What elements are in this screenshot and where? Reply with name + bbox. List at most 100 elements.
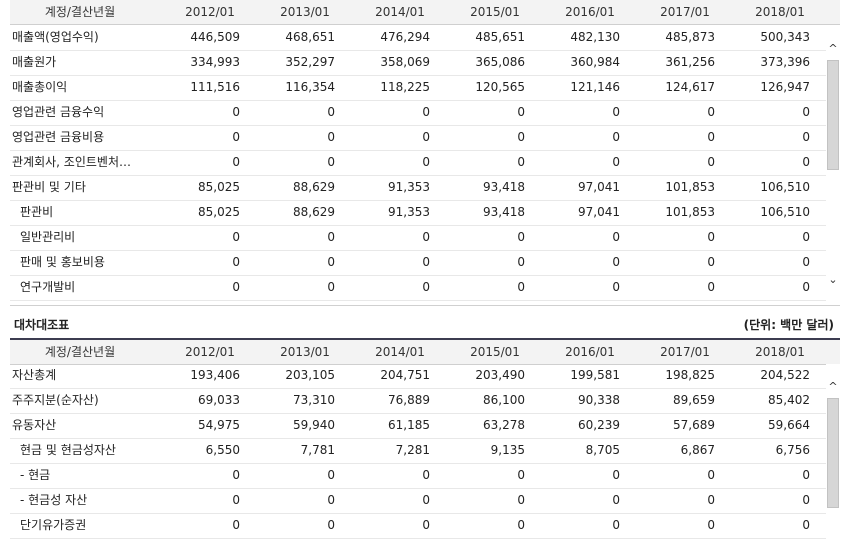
scroll-down-icon[interactable]: ⌄ <box>828 273 838 286</box>
table-row: 영업관련 금융비용 0 0 0 0 0 0 0 <box>10 125 826 151</box>
balance-sheet-title: 대차대조표 <box>14 318 70 332</box>
section-divider <box>10 305 840 306</box>
row-value: 358,069 <box>380 55 430 69</box>
row-value: 126,947 <box>760 80 810 94</box>
row-value: 0 <box>422 280 430 294</box>
row-label: 유동자산 <box>12 418 57 432</box>
row-value: 0 <box>517 130 525 144</box>
row-value: 0 <box>232 105 240 119</box>
row-value: 86,100 <box>483 393 525 407</box>
row-value: 59,940 <box>293 418 335 432</box>
row-value: 91,353 <box>388 205 430 219</box>
row-value: 0 <box>612 130 620 144</box>
header-2015: 2015/01 <box>470 345 520 359</box>
row-value: 373,396 <box>760 55 810 69</box>
row-value: 360,984 <box>570 55 620 69</box>
table-row: 영업관련 금융수익 0 0 0 0 0 0 0 <box>10 100 826 126</box>
row-value: 85,025 <box>198 180 240 194</box>
row-value: 0 <box>707 105 715 119</box>
row-label: 주주지분(순자산) <box>12 393 99 407</box>
table-row: 유동자산 54,975 59,940 61,185 63,278 60,239 57,689… <box>10 413 826 439</box>
table-row: 매출총이익 111,516 116,354 118,225 120,565 121,146… <box>10 75 826 101</box>
header-2016: 2016/01 <box>565 5 615 19</box>
row-value: 468,651 <box>285 30 335 44</box>
table-row: 단기유가증권 0 0 0 0 0 0 0 <box>10 513 826 539</box>
row-value: 93,418 <box>483 205 525 219</box>
income-statement-panel: 계정/결산년월 2012/01 2013/01 2014/01 2015/01 … <box>10 0 840 305</box>
balance-scrollbar[interactable]: ^ <box>826 364 840 539</box>
row-value: 204,751 <box>380 368 430 382</box>
row-value: 485,651 <box>475 30 525 44</box>
balance-scroll-thumb[interactable] <box>827 398 839 508</box>
table-row: 판매 및 홍보비용 0 0 0 0 0 0 0 <box>10 250 826 276</box>
row-value: 476,294 <box>380 30 430 44</box>
row-value: 0 <box>802 280 810 294</box>
income-scrollbar[interactable]: ^ ⌄ <box>826 26 840 298</box>
income-header-row: 계정/결산년월 2012/01 2013/01 2014/01 2015/01 … <box>10 0 840 25</box>
row-value: 0 <box>422 105 430 119</box>
row-value: 0 <box>612 255 620 269</box>
row-value: 54,975 <box>198 418 240 432</box>
header-2012: 2012/01 <box>185 5 235 19</box>
row-label: - 현금성 자산 <box>20 493 88 507</box>
row-value: 0 <box>612 230 620 244</box>
row-value: 0 <box>802 230 810 244</box>
row-value: 0 <box>707 518 715 532</box>
row-value: 0 <box>707 230 715 244</box>
table-row: 현금 및 현금성자산 6,550 7,781 7,281 9,135 8,705 6,867… <box>10 438 826 464</box>
table-row: 매출원가 334,993 352,297 358,069 365,086 360,984 3… <box>10 50 826 76</box>
row-value: 0 <box>612 468 620 482</box>
row-value: 0 <box>517 230 525 244</box>
row-value: 0 <box>327 493 335 507</box>
table-row: - 현금 0 0 0 0 0 0 0 <box>10 463 826 489</box>
row-value: 0 <box>707 493 715 507</box>
header-account: 계정/결산년월 <box>44 345 116 359</box>
row-value: 0 <box>232 518 240 532</box>
row-value: 203,490 <box>475 368 525 382</box>
row-label: 매출총이익 <box>12 80 68 94</box>
row-value: 106,510 <box>760 205 810 219</box>
row-value: 0 <box>327 280 335 294</box>
scroll-up-icon[interactable]: ^ <box>828 380 838 393</box>
income-scroll-thumb[interactable] <box>827 60 839 170</box>
row-value: 0 <box>422 493 430 507</box>
row-value: 57,689 <box>673 418 715 432</box>
row-value: 88,629 <box>293 180 335 194</box>
table-row: 관계회사, 조인트벤처… 0 0 0 0 0 0 0 <box>10 150 826 176</box>
row-label: 매출원가 <box>12 55 57 69</box>
row-value: 0 <box>422 230 430 244</box>
row-value: 106,510 <box>760 180 810 194</box>
row-value: 0 <box>612 280 620 294</box>
row-value: 0 <box>517 468 525 482</box>
row-value: 97,041 <box>578 205 620 219</box>
row-label: 판관비 <box>20 205 54 219</box>
header-2017: 2017/01 <box>660 345 710 359</box>
row-value: 0 <box>232 468 240 482</box>
row-value: 0 <box>327 105 335 119</box>
row-label: 현금 및 현금성자산 <box>20 443 116 457</box>
row-value: 124,617 <box>665 80 715 94</box>
row-value: 61,185 <box>388 418 430 432</box>
row-value: 0 <box>517 280 525 294</box>
unit-label: (단위: 백만 달러) <box>743 318 834 332</box>
row-value: 0 <box>232 230 240 244</box>
header-account: 계정/결산년월 <box>44 5 116 19</box>
row-value: 6,550 <box>205 443 240 457</box>
row-value: 0 <box>422 155 430 169</box>
row-value: 0 <box>802 105 810 119</box>
row-value: 0 <box>707 255 715 269</box>
row-value: 334,993 <box>190 55 240 69</box>
row-value: 446,509 <box>190 30 240 44</box>
table-row: 판관비 및 기타 85,025 88,629 91,353 93,418 97,041 10… <box>10 175 826 201</box>
row-value: 0 <box>612 493 620 507</box>
scroll-up-icon[interactable]: ^ <box>828 42 838 55</box>
row-label: 일반관리비 <box>20 230 76 244</box>
row-value: 9,135 <box>490 443 525 457</box>
row-value: 198,825 <box>665 368 715 382</box>
header-2018: 2018/01 <box>755 345 805 359</box>
row-label: 연구개발비 <box>20 280 76 294</box>
header-2013: 2013/01 <box>280 5 330 19</box>
row-value: 0 <box>612 155 620 169</box>
row-value: 60,239 <box>578 418 620 432</box>
row-value: 352,297 <box>285 55 335 69</box>
